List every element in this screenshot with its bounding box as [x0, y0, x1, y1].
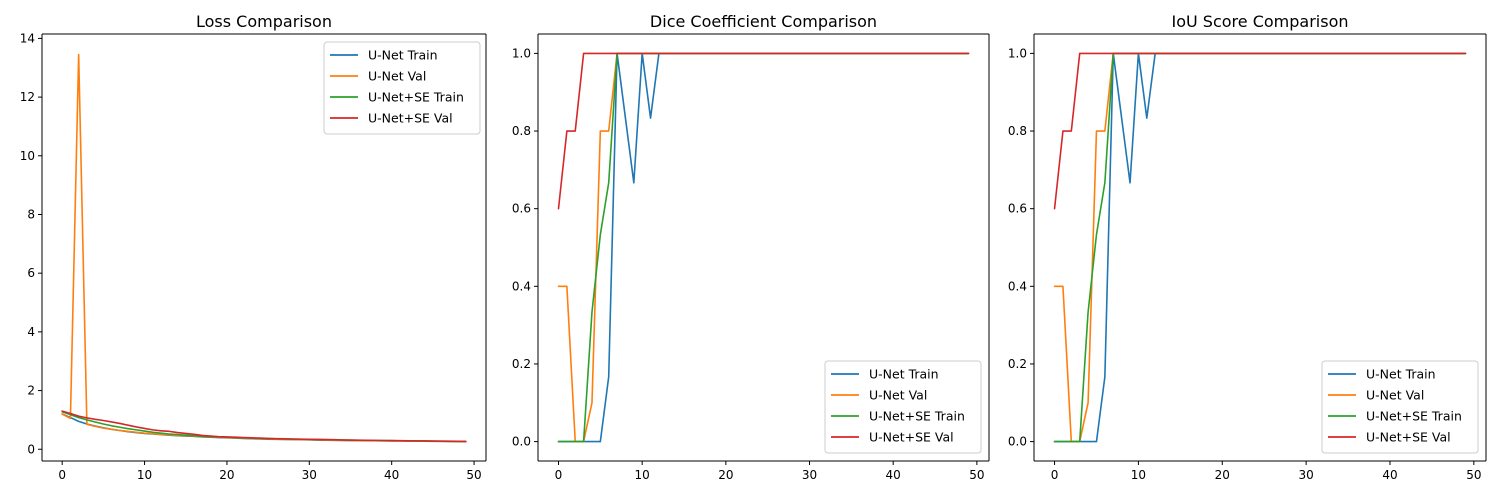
iou-legend-box	[1321, 360, 1479, 454]
loss-x-tick-label: 20	[219, 468, 234, 482]
dice-legend: U-Net Train U-Net Val U-Net+SE Train U-Net+…	[824, 360, 982, 454]
iou-score-chart: 0 10 20 30 40 50 0.0 0.2 0.4 0.6 0.8 1.0 IoU Score C…	[1008, 12, 1487, 482]
dice-legend-box	[824, 360, 982, 454]
dice-y-tick-label: 0.2	[512, 357, 531, 371]
iou-x-tick-label: 50	[1466, 468, 1481, 482]
dice-legend-label-u-net-val: U-Net Val	[869, 388, 927, 403]
loss-legend-box	[323, 41, 481, 135]
dice-x-tick-label: 10	[635, 468, 650, 482]
loss-series-group	[61, 53, 467, 443]
loss-comparison-chart: 0 10 20 30 40 50 0 2 4 6 8 10 12 14 Loss Comparison U-N…	[20, 12, 487, 482]
loss-y-tick-label: 8	[27, 207, 35, 221]
loss-legend-label-u-net-train: U-Net Train	[368, 48, 438, 63]
iou-legend-label-u-net-train: U-Net Train	[1366, 367, 1436, 382]
iou-x-tick-label: 40	[1382, 468, 1397, 482]
loss-x-tick-label: 0	[58, 468, 66, 482]
loss-chart-title: Loss Comparison	[196, 12, 332, 31]
loss-y-tick-label: 12	[20, 90, 35, 104]
dice-y-tick-label: 0.6	[512, 202, 531, 216]
dice-y-tick-label: 1.0	[512, 46, 531, 60]
dice-x-tick-label: 40	[886, 468, 901, 482]
iou-series-u-net-se-val	[1053, 52, 1467, 210]
loss-legend-label-u-net-val: U-Net Val	[368, 69, 426, 84]
dice-chart-title: Dice Coefficient Comparison	[650, 12, 877, 31]
iou-y-tick-label: 0.6	[1008, 202, 1027, 216]
loss-y-tick-label: 2	[27, 384, 35, 398]
loss-legend-label-u-net-se-train: U-Net+SE Train	[368, 90, 464, 105]
loss-y-tick-label: 0	[27, 442, 35, 456]
iou-y-tick-label: 0.8	[1008, 124, 1027, 138]
dice-legend-label-u-net-se-val: U-Net+SE Val	[869, 430, 954, 445]
iou-legend: U-Net Train U-Net Val U-Net+SE Train U-Net+…	[1321, 360, 1479, 454]
dice-series-u-net-se-val	[557, 52, 970, 210]
dice-coefficient-chart: 0 10 20 30 40 50 0.0 0.2 0.4 0.6 0.8 1.0 Dice Coeffi…	[512, 12, 990, 482]
loss-y-tick-label: 4	[27, 325, 35, 339]
loss-legend-label-u-net-se-val: U-Net+SE Val	[368, 111, 453, 126]
iou-legend-label-u-net-se-val: U-Net+SE Val	[1366, 430, 1451, 445]
iou-legend-label-u-net-se-train: U-Net+SE Train	[1366, 409, 1462, 424]
iou-x-tick-label: 0	[1051, 468, 1059, 482]
dice-x-tick-label: 30	[802, 468, 817, 482]
dice-y-tick-label: 0.4	[512, 279, 531, 293]
loss-x-tick-label: 10	[137, 468, 152, 482]
loss-x-tick-label: 30	[302, 468, 317, 482]
dice-legend-label-u-net-se-train: U-Net+SE Train	[869, 409, 965, 424]
iou-y-tick-label: 0.0	[1008, 435, 1027, 449]
iou-x-tick-label: 20	[1215, 468, 1230, 482]
dice-y-tick-label: 0.8	[512, 124, 531, 138]
loss-series-u-net-se-val	[61, 410, 467, 443]
iou-series-group	[1053, 52, 1467, 443]
iou-x-tick-label: 30	[1298, 468, 1313, 482]
iou-legend-label-u-net-val: U-Net Val	[1366, 388, 1424, 403]
loss-y-tick-label: 14	[20, 31, 35, 45]
loss-x-tick-label: 50	[466, 468, 481, 482]
iou-x-tick-label: 10	[1131, 468, 1146, 482]
loss-x-tick-label: 40	[384, 468, 399, 482]
loss-series-u-net-se-train	[61, 410, 467, 443]
dice-series-group	[557, 52, 970, 443]
dice-legend-label-u-net-train: U-Net Train	[869, 367, 939, 382]
dice-x-tick-label: 50	[969, 468, 984, 482]
dice-y-tick-label: 0.0	[512, 435, 531, 449]
dice-x-tick-label: 20	[718, 468, 733, 482]
loss-legend: U-Net Train U-Net Val U-Net+SE Train U-Net+…	[323, 41, 481, 135]
iou-y-tick-label: 0.4	[1008, 279, 1027, 293]
loss-y-tick-label: 6	[27, 266, 35, 280]
loss-y-tick-label: 10	[20, 149, 35, 163]
iou-y-tick-label: 1.0	[1008, 46, 1027, 60]
iou-chart-title: IoU Score Comparison	[1172, 12, 1349, 31]
iou-y-tick-label: 0.2	[1008, 357, 1027, 371]
dice-x-tick-label: 0	[555, 468, 563, 482]
